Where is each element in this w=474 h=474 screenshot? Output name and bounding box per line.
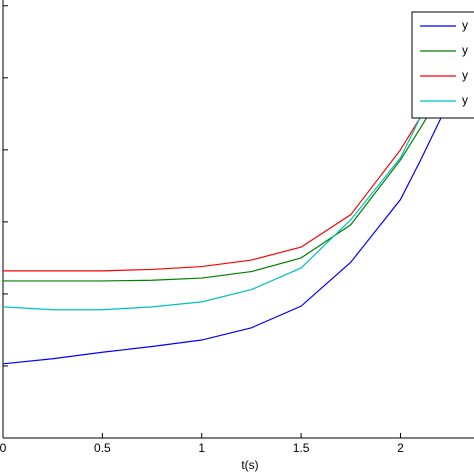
x-tick-label: 0.5	[94, 441, 111, 455]
series-line	[3, 59, 461, 365]
legend-label: y	[462, 43, 468, 57]
x-tick-label: 1.5	[293, 441, 310, 455]
series-line	[3, 41, 461, 282]
plot-area	[3, 12, 461, 365]
x-axis-label: t(s)	[241, 458, 258, 472]
x-tick-label: 1	[198, 441, 205, 455]
x-tick-label: 0	[0, 441, 7, 455]
legend-box	[411, 11, 474, 119]
series-line	[3, 29, 461, 272]
legend-label: y	[462, 68, 468, 82]
x-tick-label: 2	[397, 441, 404, 455]
legend-label: y	[462, 93, 468, 107]
legend-label: y	[462, 18, 468, 32]
